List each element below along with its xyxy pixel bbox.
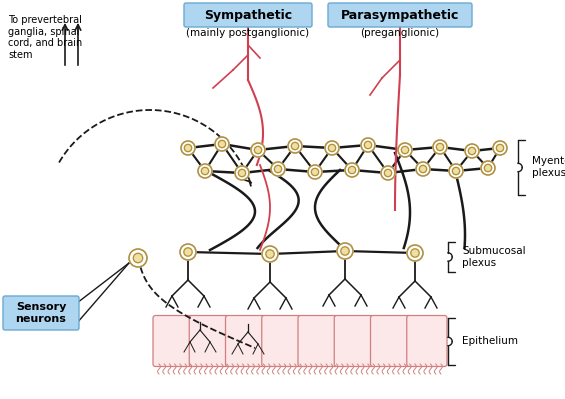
Circle shape [184,248,192,256]
Text: (mainly postganglionic): (mainly postganglionic) [186,28,310,38]
Circle shape [407,245,423,261]
Text: Myenteric
plexus: Myenteric plexus [532,156,565,178]
Circle shape [381,166,395,180]
Circle shape [497,144,503,152]
Circle shape [129,249,147,267]
Text: (preganglionic): (preganglionic) [360,28,440,38]
Text: Parasympathetic: Parasympathetic [341,8,459,22]
Circle shape [288,139,302,153]
Text: To prevertebral
ganglia, spinal
cord, and brain
stem: To prevertebral ganglia, spinal cord, an… [8,15,82,60]
Circle shape [308,165,322,179]
Circle shape [345,163,359,177]
Circle shape [235,166,249,180]
Text: Sympathetic: Sympathetic [204,8,292,22]
Circle shape [184,144,192,152]
Circle shape [311,168,319,176]
FancyBboxPatch shape [262,316,302,367]
Circle shape [468,147,476,155]
Circle shape [481,161,495,175]
Circle shape [349,166,355,174]
Circle shape [398,143,412,157]
Circle shape [449,164,463,178]
Text: Epithelium: Epithelium [462,336,518,346]
Circle shape [416,162,430,176]
Circle shape [484,164,492,172]
Circle shape [133,253,143,263]
Circle shape [364,141,372,149]
FancyBboxPatch shape [328,3,472,27]
Circle shape [341,247,349,255]
Circle shape [201,167,208,175]
Circle shape [275,165,281,173]
FancyBboxPatch shape [334,316,375,367]
Circle shape [262,246,278,262]
Circle shape [337,243,353,259]
Circle shape [419,165,427,173]
FancyBboxPatch shape [298,316,338,367]
Circle shape [181,141,195,155]
Text: Submucosal
plexus: Submucosal plexus [462,246,525,268]
Circle shape [325,141,339,155]
Circle shape [384,169,392,177]
Circle shape [328,144,336,152]
Circle shape [361,138,375,152]
FancyBboxPatch shape [184,3,312,27]
FancyBboxPatch shape [225,316,266,367]
Circle shape [218,140,225,148]
Circle shape [180,244,196,260]
Circle shape [411,249,419,257]
Circle shape [251,143,265,157]
FancyBboxPatch shape [153,316,193,367]
FancyBboxPatch shape [407,316,447,367]
FancyBboxPatch shape [189,316,229,367]
Circle shape [254,146,262,154]
Circle shape [198,164,212,178]
Circle shape [453,167,460,175]
Circle shape [215,137,229,151]
Circle shape [433,140,447,154]
Circle shape [465,144,479,158]
Circle shape [292,142,299,150]
Circle shape [436,143,444,151]
Text: Sensory
neurons: Sensory neurons [16,302,67,324]
FancyBboxPatch shape [3,296,79,330]
FancyBboxPatch shape [371,316,411,367]
Circle shape [238,169,246,177]
Circle shape [266,250,274,258]
Circle shape [493,141,507,155]
Circle shape [271,162,285,176]
Circle shape [401,146,408,154]
